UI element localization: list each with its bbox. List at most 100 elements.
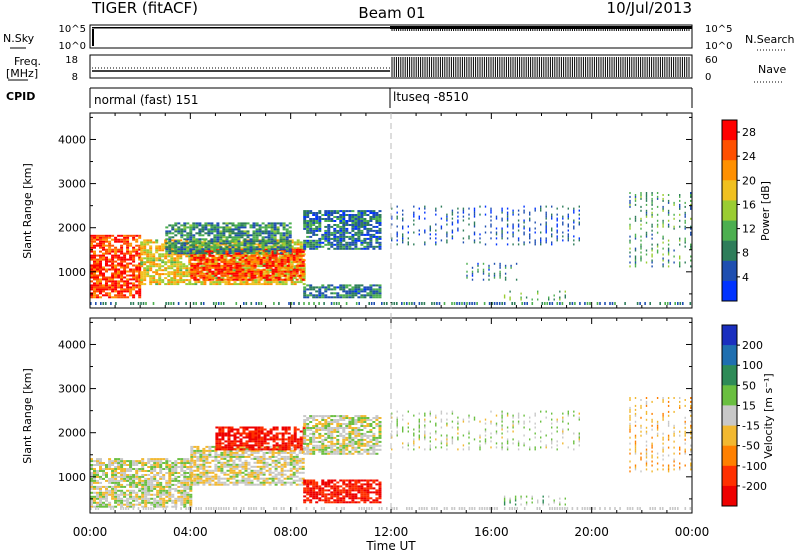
power-cell — [258, 228, 262, 231]
power-cell — [93, 274, 96, 277]
power-cell — [149, 275, 153, 278]
power-cell — [321, 237, 325, 240]
power-cell — [378, 288, 382, 291]
power-cell — [140, 247, 144, 250]
power-cell — [222, 242, 226, 245]
power-cell — [471, 272, 474, 275]
power-cell — [140, 279, 144, 282]
power-cell — [219, 226, 223, 229]
power-cell — [503, 296, 506, 299]
power-cell — [386, 302, 388, 305]
power-cell — [232, 276, 236, 279]
power-cell — [667, 249, 670, 252]
power-cell — [402, 219, 404, 222]
power-cell — [114, 290, 118, 293]
power-cell — [140, 271, 144, 274]
power-cell — [189, 250, 193, 253]
power-cell — [298, 264, 302, 267]
power-cell — [242, 263, 246, 266]
power-cell — [368, 302, 370, 305]
power-cell — [210, 246, 214, 249]
velocity-cell — [180, 491, 184, 494]
velocity-cell — [132, 468, 136, 470]
power-cell — [293, 267, 297, 270]
power-cell — [520, 292, 522, 295]
velocity-cell — [114, 475, 118, 478]
velocity-cell — [123, 464, 127, 466]
power-cell — [231, 246, 235, 249]
power-cell — [271, 264, 275, 267]
power-cell — [315, 227, 319, 230]
power-cell — [298, 274, 302, 277]
power-cell — [303, 247, 307, 250]
velocity-cell — [123, 460, 127, 463]
power-cell — [198, 224, 202, 227]
power-cell — [512, 211, 514, 214]
power-cell — [282, 242, 286, 245]
cpid-label: CPID — [6, 90, 35, 103]
power-cell — [146, 271, 150, 274]
power-cell — [247, 264, 251, 267]
power-cell — [140, 263, 144, 266]
power-cell — [210, 226, 214, 229]
power-cell — [684, 221, 686, 224]
power-cell — [517, 229, 520, 232]
power-cell — [90, 288, 93, 291]
velocity-cell — [150, 497, 154, 500]
power-cell — [258, 230, 262, 233]
power-cell — [190, 276, 194, 279]
power-cell — [372, 296, 376, 299]
velocity-cell — [232, 477, 236, 480]
power-cell — [249, 234, 253, 237]
power-cell — [170, 259, 174, 262]
power-cell — [375, 222, 379, 224]
power-cell — [222, 230, 226, 233]
power-cell — [132, 246, 136, 249]
power-cell — [188, 257, 192, 260]
power-cell — [237, 246, 241, 249]
power-cell — [135, 254, 139, 257]
power-cell — [451, 229, 454, 232]
velocity-cell — [211, 449, 215, 452]
power-cell — [226, 262, 230, 265]
power-cell — [90, 234, 93, 237]
velocity-cell — [108, 460, 112, 463]
power-cell — [123, 272, 127, 275]
velocity-cell — [259, 483, 263, 486]
velocity-cell — [156, 503, 160, 506]
velocity-cell — [244, 477, 248, 480]
velocity-cell — [196, 457, 200, 460]
velocity-cell — [235, 471, 239, 474]
power-cell — [369, 241, 373, 244]
power-cell — [482, 278, 485, 281]
power-cell — [629, 255, 631, 258]
power-cell — [149, 269, 153, 272]
power-cell — [243, 244, 247, 247]
power-cell — [167, 275, 171, 278]
velocity-cell — [96, 491, 99, 494]
velocity-cell — [165, 464, 169, 466]
velocity-cell — [132, 464, 136, 466]
power-cell — [333, 212, 337, 214]
power-cell — [105, 236, 108, 239]
power-cell — [484, 225, 487, 228]
velocity-cell — [238, 459, 242, 462]
power-cell — [99, 290, 102, 293]
power-cell — [229, 276, 233, 279]
power-cell — [324, 220, 328, 222]
power-cell — [216, 222, 220, 225]
power-cell — [185, 271, 189, 274]
power-cell — [295, 266, 299, 269]
power-cell — [129, 288, 133, 291]
power-cell — [188, 273, 192, 276]
power-cell — [221, 243, 225, 246]
velocity-cell — [150, 464, 154, 466]
velocity-cell — [156, 481, 160, 484]
velocity-cell — [190, 469, 194, 472]
power-cell — [196, 258, 200, 261]
power-cell — [466, 274, 468, 277]
power-cell — [177, 226, 181, 229]
power-cell — [252, 230, 256, 233]
nsearch-trace-right — [390, 26, 692, 31]
power-cell — [90, 250, 93, 253]
